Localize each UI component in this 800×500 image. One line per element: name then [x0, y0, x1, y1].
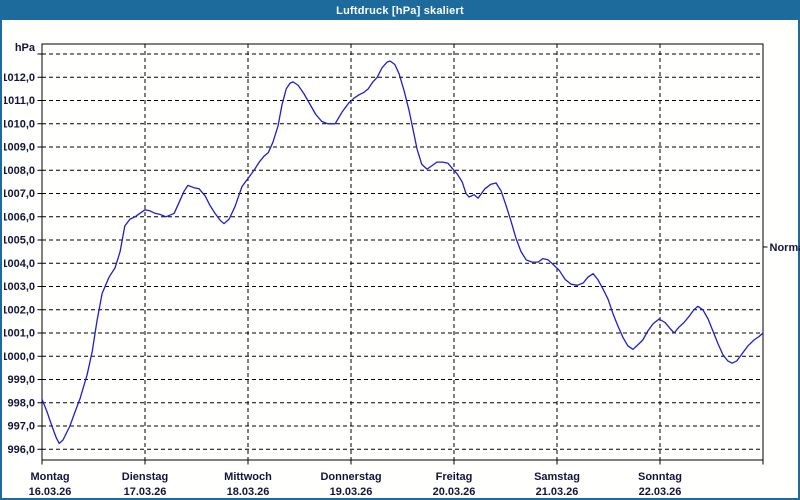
y-tick-label: 997,0	[7, 421, 35, 433]
chart-area: 996,0 997,0 998,0 999,0 1000,0 1001,0 1002,0 10…	[4, 22, 800, 498]
day-name-label: Donnerstag	[320, 471, 381, 483]
title-bar[interactable]: Luftdruck [hPa] skaliert	[2, 2, 798, 20]
day-name-label: Samstag	[534, 471, 580, 483]
y-tick-label: 1002,0	[4, 304, 35, 316]
y-tick-label: 1001,0	[4, 328, 35, 340]
day-date-label: 17.03.26	[124, 486, 167, 498]
y-tick-label: 1008,0	[4, 165, 35, 177]
day-name-label: Dienstag	[122, 471, 168, 483]
pressure-curve	[41, 60, 764, 445]
day-date-label: 21.03.26	[536, 486, 579, 498]
day-name-label: Mittwoch	[224, 471, 272, 483]
y-tick-label: 1000,0	[4, 351, 35, 363]
y-tick-labels: 996,0 997,0 998,0 999,0 1000,0 1001,0 1002,0 10…	[4, 72, 35, 456]
normal-marker: Normal	[763, 242, 800, 254]
y-tick-label: 1005,0	[4, 235, 35, 247]
x-gridlines	[41, 44, 764, 465]
y-tick-label: 1009,0	[4, 142, 35, 154]
y-axis-unit-label: hPa	[15, 42, 36, 54]
day-date-label: 20.03.26	[433, 486, 476, 498]
day-name-label: Montag	[30, 471, 69, 483]
y-tick-label: 996,0	[7, 444, 35, 456]
day-name-label: Freitag	[436, 471, 473, 483]
day-date-label: 19.03.26	[330, 486, 373, 498]
x-day-labels: Montag 16.03.26 Dienstag 17.03.26 Mittwoch 18…	[29, 471, 682, 498]
day-name-label: Sonntag	[638, 471, 682, 483]
day-date-label: 16.03.26	[29, 486, 72, 498]
y-tick-label: 1011,0	[4, 95, 35, 107]
day-date-label: 22.03.26	[639, 486, 682, 498]
normal-label: Normal	[770, 242, 800, 254]
plot-border	[41, 43, 764, 461]
day-date-label: 18.03.26	[227, 486, 270, 498]
window-title: Luftdruck [hPa] skaliert	[336, 5, 464, 17]
y-tick-label: 1012,0	[4, 72, 35, 84]
y-tick-label: 1004,0	[4, 258, 35, 270]
y-gridlines	[37, 53, 763, 450]
y-tick-label: 1006,0	[4, 211, 35, 223]
y-tick-label: 1007,0	[4, 188, 35, 200]
y-tick-label: 999,0	[7, 374, 35, 386]
y-tick-label: 1003,0	[4, 281, 35, 293]
y-tick-label: 998,0	[7, 397, 35, 409]
pressure-chart: 996,0 997,0 998,0 999,0 1000,0 1001,0 1002,0 10…	[4, 42, 800, 498]
y-tick-label: 1010,0	[4, 118, 35, 130]
